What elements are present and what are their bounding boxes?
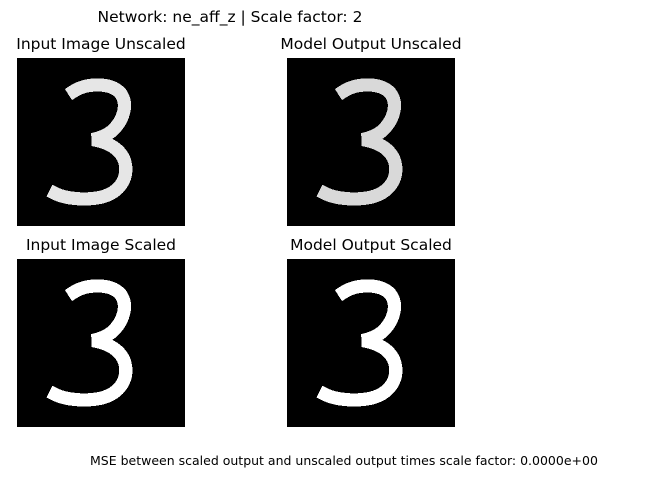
digit-stroke — [46, 78, 133, 206]
panel-title-input-scaled: Input Image Scaled — [25, 236, 177, 254]
digit-stroke — [316, 78, 403, 206]
digit-stroke — [316, 279, 403, 407]
panel-title-output-scaled: Model Output Scaled — [290, 236, 452, 254]
digit-image-output-unscaled — [287, 58, 455, 226]
digit-image-output-scaled — [287, 259, 455, 427]
panel-title-output-unscaled: Model Output Unscaled — [280, 35, 462, 53]
digit-image-input-scaled — [17, 259, 185, 427]
digit-three-picture — [287, 259, 455, 427]
digit-three-picture — [17, 58, 185, 226]
panel-title-input-unscaled: Input Image Unscaled — [16, 35, 186, 53]
digit-three-picture — [287, 58, 455, 226]
digit-stroke — [46, 279, 133, 407]
digit-image-input-unscaled — [17, 58, 185, 226]
figure-suptitle: Network: ne_aff_z | Scale factor: 2 — [97, 8, 363, 26]
digit-three-picture — [17, 259, 185, 427]
mse-caption: MSE between scaled output and unscaled o… — [90, 453, 598, 468]
